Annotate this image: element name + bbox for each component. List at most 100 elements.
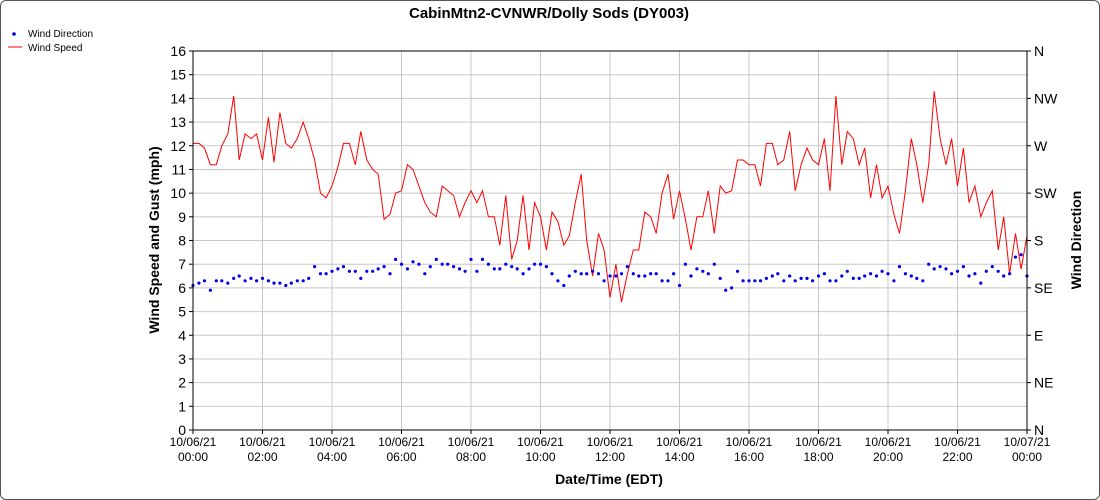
wind-direction-point bbox=[730, 286, 734, 290]
wind-direction-point bbox=[735, 269, 740, 273]
x-tick-time: 00:00 bbox=[1012, 450, 1042, 464]
x-tick-time: 12:00 bbox=[595, 450, 625, 464]
right-tick-label: NW bbox=[1034, 90, 1058, 106]
chart-title: CabinMtn2-CVNWR/Dolly Sods (DY003) bbox=[409, 5, 689, 22]
wind-direction-point bbox=[643, 274, 647, 278]
wind-direction-point bbox=[764, 276, 769, 280]
wind-direction-point bbox=[897, 265, 902, 269]
wind-direction-point bbox=[567, 274, 571, 278]
wind-direction-point bbox=[341, 265, 346, 269]
x-tick-date: 10/07/21 bbox=[1004, 435, 1051, 449]
x-tick-date: 10/06/21 bbox=[170, 435, 217, 449]
wind-direction-point bbox=[712, 262, 716, 266]
wind-direction-point bbox=[330, 269, 334, 273]
wind-direction-point bbox=[336, 267, 340, 271]
y-tick-label: 6 bbox=[178, 280, 186, 296]
wind-direction-point bbox=[284, 283, 288, 288]
wind-direction-point bbox=[695, 267, 699, 271]
wind-direction-point bbox=[753, 279, 757, 283]
legend-wind-direction-label: Wind Direction bbox=[28, 29, 93, 40]
y-tick-label: 12 bbox=[170, 138, 186, 154]
right-tick-label: W bbox=[1034, 138, 1048, 154]
wind-direction-point bbox=[492, 267, 496, 271]
x-tick-time: 14:00 bbox=[664, 450, 694, 464]
wind-direction-point bbox=[649, 272, 653, 276]
wind-direction-point bbox=[1008, 272, 1012, 276]
wind-direction-point bbox=[1013, 255, 1018, 259]
x-tick-date: 10/06/21 bbox=[587, 435, 634, 449]
right-axis-label: Wind Direction bbox=[1068, 191, 1084, 290]
wind-direction-point bbox=[197, 281, 201, 285]
wind-direction-point bbox=[811, 279, 815, 283]
y-tick-label: 3 bbox=[178, 351, 186, 367]
wind-direction-point bbox=[452, 265, 456, 269]
x-tick-date: 10/06/21 bbox=[865, 435, 912, 449]
wind-direction-point bbox=[399, 262, 404, 266]
wind-direction-point bbox=[944, 267, 948, 271]
y-tick-label: 15 bbox=[170, 67, 186, 83]
wind-direction-point bbox=[886, 272, 890, 276]
wind-direction-point bbox=[347, 269, 351, 273]
right-tick-label: E bbox=[1034, 327, 1043, 343]
wind-direction-point bbox=[1019, 253, 1023, 257]
wind-direction-point bbox=[961, 265, 966, 269]
y-tick-label: 11 bbox=[171, 161, 186, 177]
wind-direction-point bbox=[318, 272, 323, 276]
y-tick-label: 10 bbox=[170, 185, 186, 201]
wind-direction-point bbox=[602, 279, 606, 283]
wind-direction-point bbox=[793, 279, 797, 283]
wind-direction-point bbox=[260, 276, 265, 280]
wind-direction-point bbox=[469, 257, 473, 261]
wind-direction-point bbox=[208, 288, 212, 292]
wind-direction-point bbox=[544, 265, 549, 269]
right-tick-label: N bbox=[1034, 422, 1044, 438]
wind-direction-point bbox=[214, 279, 218, 283]
x-tick-date: 10/06/21 bbox=[934, 435, 981, 449]
legend: Wind Direction Wind Speed bbox=[8, 29, 93, 54]
x-tick-date: 10/06/21 bbox=[517, 435, 564, 449]
x-tick-date: 10/06/21 bbox=[656, 435, 703, 449]
wind-direction-point bbox=[950, 272, 954, 276]
wind-direction-point bbox=[967, 274, 971, 278]
wind-direction-point bbox=[313, 265, 317, 269]
wind-direction-point bbox=[289, 281, 293, 285]
wind-direction-point bbox=[932, 267, 936, 271]
wind-direction-point bbox=[724, 288, 728, 292]
x-tick-time: 16:00 bbox=[734, 450, 764, 464]
wind-direction-point bbox=[938, 265, 942, 269]
right-tick-label: NE bbox=[1034, 375, 1053, 391]
y-axis-label: Wind Speed and Gust (mph) bbox=[146, 146, 162, 333]
wind-direction-point bbox=[272, 281, 276, 285]
wind-direction-point bbox=[892, 279, 896, 283]
wind-direction-point bbox=[637, 274, 641, 278]
wind-direction-point bbox=[394, 257, 398, 261]
wind-direction-point bbox=[417, 262, 421, 266]
wind-direction-point bbox=[654, 272, 658, 276]
wind-direction-point bbox=[255, 279, 259, 283]
y-tick-label: 0 bbox=[178, 422, 186, 438]
wind-direction-point bbox=[880, 269, 884, 273]
x-tick-time: 08:00 bbox=[456, 450, 486, 464]
wind-direction-point bbox=[515, 267, 519, 271]
wind-direction-point bbox=[915, 276, 919, 280]
wind-direction-point bbox=[538, 262, 543, 266]
wind-direction-point bbox=[955, 269, 960, 273]
wind-direction-point bbox=[434, 257, 438, 261]
wind-direction-point bbox=[405, 267, 409, 271]
wind-speed-line bbox=[193, 91, 1028, 303]
x-tick-time: 04:00 bbox=[317, 450, 347, 464]
wind-direction-point bbox=[295, 279, 299, 283]
axes: 012345678910111213141516NNEESESSWWNWN10/… bbox=[170, 43, 1058, 464]
wind-direction-point bbox=[701, 269, 705, 273]
y-tick-label: 13 bbox=[170, 114, 186, 130]
y-tick-label: 9 bbox=[178, 209, 186, 225]
x-tick-date: 10/06/21 bbox=[726, 435, 773, 449]
x-axis-label: Date/Time (EDT) bbox=[555, 471, 663, 487]
wind-direction-point bbox=[585, 272, 589, 276]
wind-direction-point bbox=[307, 276, 311, 280]
right-tick-label: SW bbox=[1034, 185, 1057, 201]
wind-direction-point bbox=[376, 267, 380, 271]
x-tick-date: 10/06/21 bbox=[448, 435, 495, 449]
wind-direction-point bbox=[619, 272, 624, 276]
